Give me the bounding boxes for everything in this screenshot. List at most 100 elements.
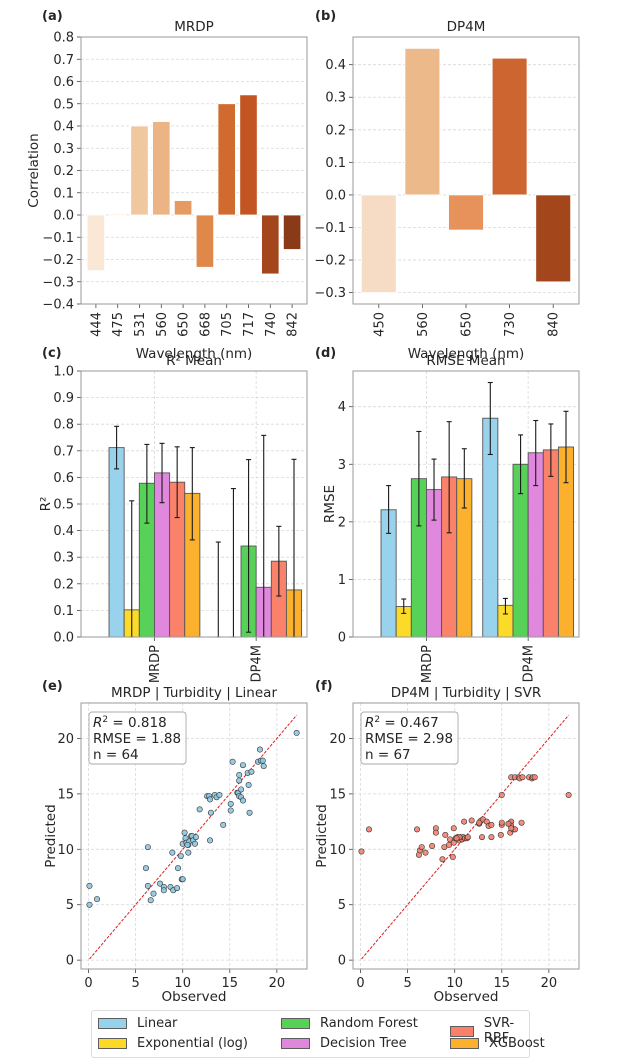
bar-560: [152, 121, 171, 216]
plot-frame: [80, 36, 308, 305]
scatter-point: [256, 746, 263, 753]
y-axis-label: Predicted: [314, 804, 330, 867]
scatter-point: [157, 880, 164, 887]
stats-rmse: RMSE = 1.88: [93, 731, 181, 747]
y-tick-label: 0.3: [325, 91, 346, 106]
scatter-point: [449, 854, 456, 861]
plot-frame: [352, 702, 580, 970]
x-tick-label: 840: [547, 312, 562, 337]
scatter-point: [518, 819, 525, 826]
y-tick-label: 0.4: [53, 120, 74, 135]
chart-title: DP4M: [447, 19, 486, 35]
y-tick-label: 4: [338, 400, 346, 415]
y-tick-label: 0.6: [53, 75, 74, 90]
y-tick-label: 0.5: [53, 97, 74, 112]
scatter-point: [144, 882, 151, 889]
legend-item-decision-tree: Decision Tree: [281, 1036, 407, 1051]
x-tick-label: 842: [286, 312, 301, 337]
legend-label: SVR-RBF: [483, 1016, 515, 1046]
x-tick-label: 20: [541, 976, 558, 991]
legend-label: XGBoost: [489, 1036, 545, 1051]
y-tick-label: 0.3: [53, 551, 74, 566]
y-tick-label: 1: [338, 573, 346, 588]
y-axis-label: RMSE: [322, 485, 338, 523]
scatter-point: [414, 826, 421, 833]
chart-title: DP4M | Turbidity | SVR: [391, 685, 541, 701]
panel-d: 0 1 2 3 4 MRDP DP4M RMSE Mean RMSE (d): [315, 346, 580, 683]
bar-717: [239, 94, 258, 216]
stats-box: [88, 711, 187, 765]
legend-item-random-forest: Random Forest: [281, 1016, 418, 1031]
chart-title: RMSE Mean: [426, 353, 505, 369]
scatter-point: [220, 821, 227, 828]
scatter-point: [169, 849, 176, 856]
bar-740: [261, 214, 280, 275]
legend-swatch-xgboost: [450, 1038, 479, 1049]
scatter-point: [227, 807, 234, 814]
scatter-point: [453, 835, 460, 842]
x-tick-label: MRDP: [420, 645, 435, 683]
chart-title: R² Mean: [166, 353, 222, 369]
y-tick-label: 3: [338, 458, 346, 473]
scatter-point: [239, 762, 246, 769]
x-tick-label: 560: [155, 312, 170, 337]
x-tick-label: 0: [84, 976, 92, 991]
bar-svr-rbf-dp4m: [542, 449, 559, 638]
x-tick-label: 20: [269, 976, 286, 991]
scatter-point: [464, 834, 471, 841]
scatter-point: [179, 876, 186, 883]
x-axis-label: Observed: [162, 989, 227, 1005]
scatter-point: [505, 820, 512, 827]
scatter-point: [422, 849, 429, 856]
legend-item-xgboost: XGBoost: [450, 1036, 545, 1051]
bar-531: [130, 125, 149, 216]
y-tick-label: 0: [66, 954, 74, 969]
y-tick-label: −0.1: [314, 221, 346, 236]
x-tick-label: 5: [131, 976, 139, 991]
scatter-point: [519, 774, 526, 781]
legend-swatch-decision-tree: [281, 1038, 310, 1049]
legend-item-svr-rbf: SVR-RBF: [450, 1016, 529, 1046]
x-tick-label: 10: [174, 976, 191, 991]
scatter-point: [418, 844, 425, 851]
scatter-point: [207, 796, 214, 803]
stats-n: n = 67: [365, 747, 411, 763]
scatter-point: [260, 763, 267, 770]
x-tick-label: 10: [446, 976, 463, 991]
scatter-point: [498, 819, 505, 826]
panel-label: (c): [42, 346, 62, 361]
y-tick-label: 0.4: [325, 58, 346, 73]
plot-frame: [352, 36, 580, 305]
stats-rmse: RMSE = 2.98: [365, 731, 453, 747]
y-tick-label: 0.7: [53, 444, 74, 459]
y-tick-label: 0.0: [53, 209, 74, 224]
x-tick-label: 650: [177, 312, 192, 337]
scatter-point: [177, 852, 184, 859]
scatter-point: [191, 840, 198, 847]
scatter-point: [468, 817, 475, 824]
y-tick-label: 0.8: [53, 418, 74, 433]
y-tick-label: 0.7: [53, 53, 74, 68]
scatter-point: [245, 782, 252, 789]
y-tick-label: 15: [57, 787, 74, 802]
x-tick-label: 15: [222, 976, 239, 991]
legend-label: Random Forest: [320, 1016, 418, 1031]
scatter-point: [150, 890, 157, 897]
y-tick-label: −0.1: [42, 231, 74, 246]
bar-475: [108, 213, 127, 216]
scatter-point: [293, 729, 300, 736]
scatter-point: [565, 791, 572, 798]
scatter-point: [181, 829, 188, 836]
bar-444: [86, 214, 106, 272]
bar-450: [360, 194, 397, 294]
scatter-point: [461, 818, 468, 825]
x-tick-label: 450: [372, 312, 387, 337]
y-tick-label: 0: [338, 631, 346, 646]
y-tick-label: −0.2: [42, 253, 74, 268]
bar-730: [491, 57, 528, 196]
y-tick-label: 0.2: [325, 123, 346, 138]
x-tick-label: 444: [89, 312, 104, 337]
